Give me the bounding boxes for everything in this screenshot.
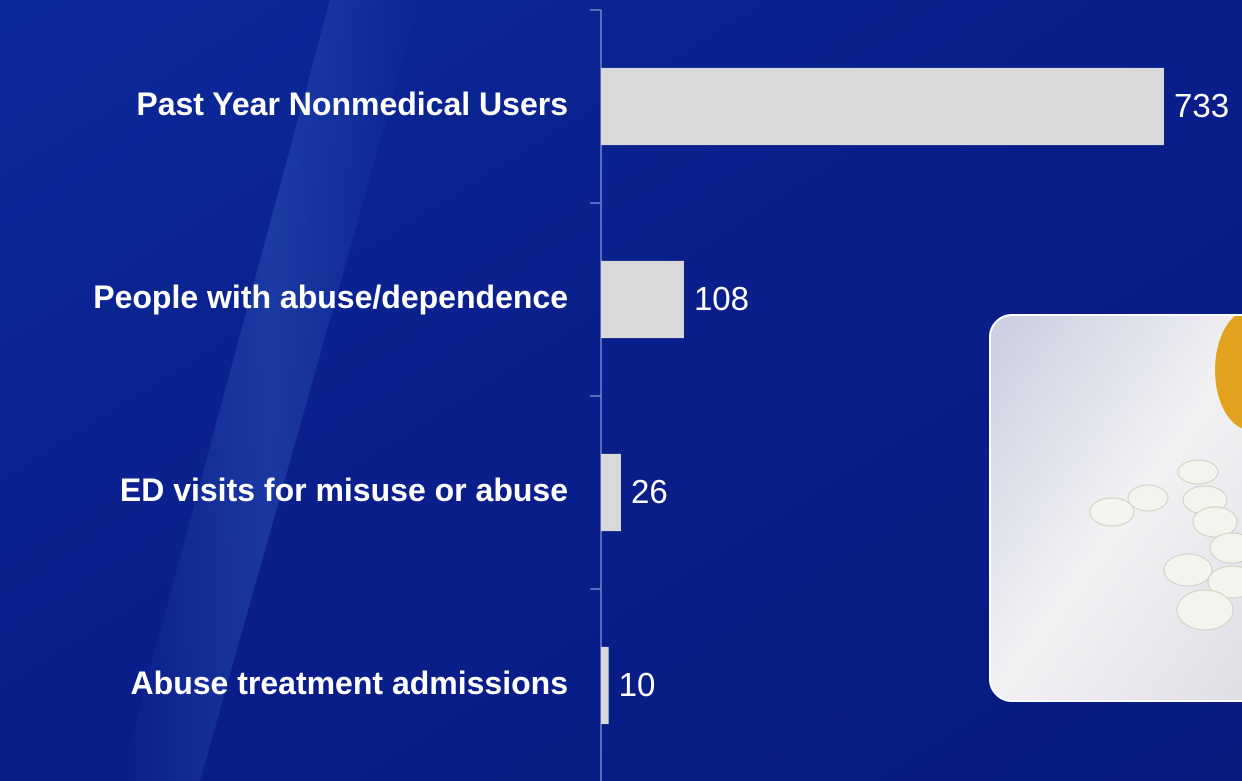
bar xyxy=(601,67,1164,146)
category-label: Past Year Nonmedical Users xyxy=(136,86,568,122)
data-label: 10 xyxy=(619,666,656,703)
background-streak xyxy=(120,0,420,781)
category-label: Abuse treatment admissions xyxy=(131,665,568,701)
bar xyxy=(601,646,609,725)
photo-frame xyxy=(989,314,1242,702)
bar xyxy=(601,453,621,532)
photo xyxy=(990,315,1242,701)
bar xyxy=(601,260,684,339)
data-label: 733 xyxy=(1174,87,1229,124)
data-label: 26 xyxy=(631,473,668,510)
category-label: ED visits for misuse or abuse xyxy=(120,472,568,508)
category-label: People with abuse/dependence xyxy=(93,279,568,315)
data-label: 108 xyxy=(694,280,749,317)
